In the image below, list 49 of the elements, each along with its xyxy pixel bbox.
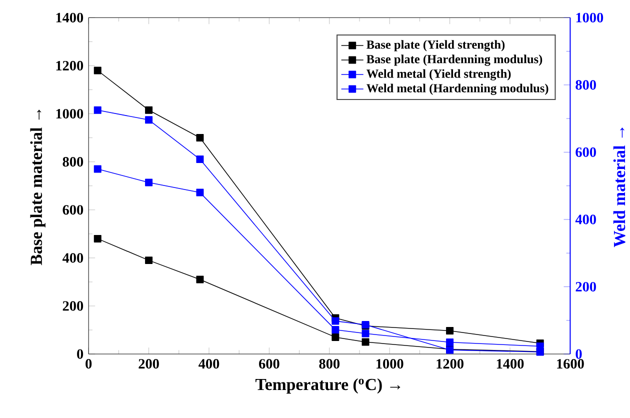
y2-tick-label: 200 <box>576 282 596 292</box>
y-tick-label: 200 <box>62 301 84 311</box>
point <box>332 333 340 341</box>
legend-label: Weld metal (Yield strength) <box>366 69 511 80</box>
y2-tick-label: 600 <box>576 147 596 157</box>
x-tick-label: 600 <box>259 358 280 368</box>
y2-tick-label: 800 <box>576 80 596 90</box>
x-tick-label: 1000 <box>376 358 404 368</box>
y2-tick-label: 0 <box>576 349 582 359</box>
y2-tick-label: 400 <box>575 214 596 224</box>
y-tick-label: 600 <box>62 204 84 214</box>
legend-label: Base plate (Yield strength) <box>366 40 505 52</box>
y-tick-label: 1400 <box>56 12 84 22</box>
point <box>362 338 370 346</box>
y-tick-label: 1000 <box>56 108 84 118</box>
point <box>332 326 340 334</box>
y-axis-title: Base plate material → <box>30 110 46 265</box>
point <box>446 338 454 346</box>
point <box>446 326 454 334</box>
point <box>145 256 153 264</box>
x-tick-label: 200 <box>138 358 159 368</box>
x-axis-title: Temperature ($^{o}$C) → <box>255 378 400 394</box>
x-tick-label: 1200 <box>436 358 464 368</box>
legend-label: Weld metal (Hardenning modulus) <box>366 84 548 95</box>
y-tick-label: 1200 <box>56 60 84 70</box>
y-tick-label: 400 <box>62 252 84 263</box>
point <box>196 134 204 142</box>
point <box>145 116 153 124</box>
point <box>145 178 153 186</box>
x-tick-label: 1400 <box>496 358 524 368</box>
point <box>145 106 153 114</box>
point <box>94 106 102 114</box>
point <box>94 165 102 173</box>
y2-axis-title: Weld material → <box>613 128 626 247</box>
y-tick-label: 0 <box>77 349 84 359</box>
point <box>94 66 102 74</box>
y-tick-label: 800 <box>62 156 84 166</box>
x-tick-label: 0 <box>86 358 92 368</box>
point <box>362 330 370 338</box>
x-tick-label: 1600 <box>557 358 584 368</box>
y2-tick-label: 1000 <box>576 12 604 22</box>
x-tick-label: 400 <box>198 358 220 368</box>
point <box>196 276 204 284</box>
point <box>94 234 102 242</box>
x-tick-label: 800 <box>319 358 340 368</box>
point <box>332 317 340 325</box>
point <box>196 188 204 196</box>
legend-label: Base plate (Hardenning modulus) <box>366 54 542 66</box>
point <box>196 155 204 163</box>
